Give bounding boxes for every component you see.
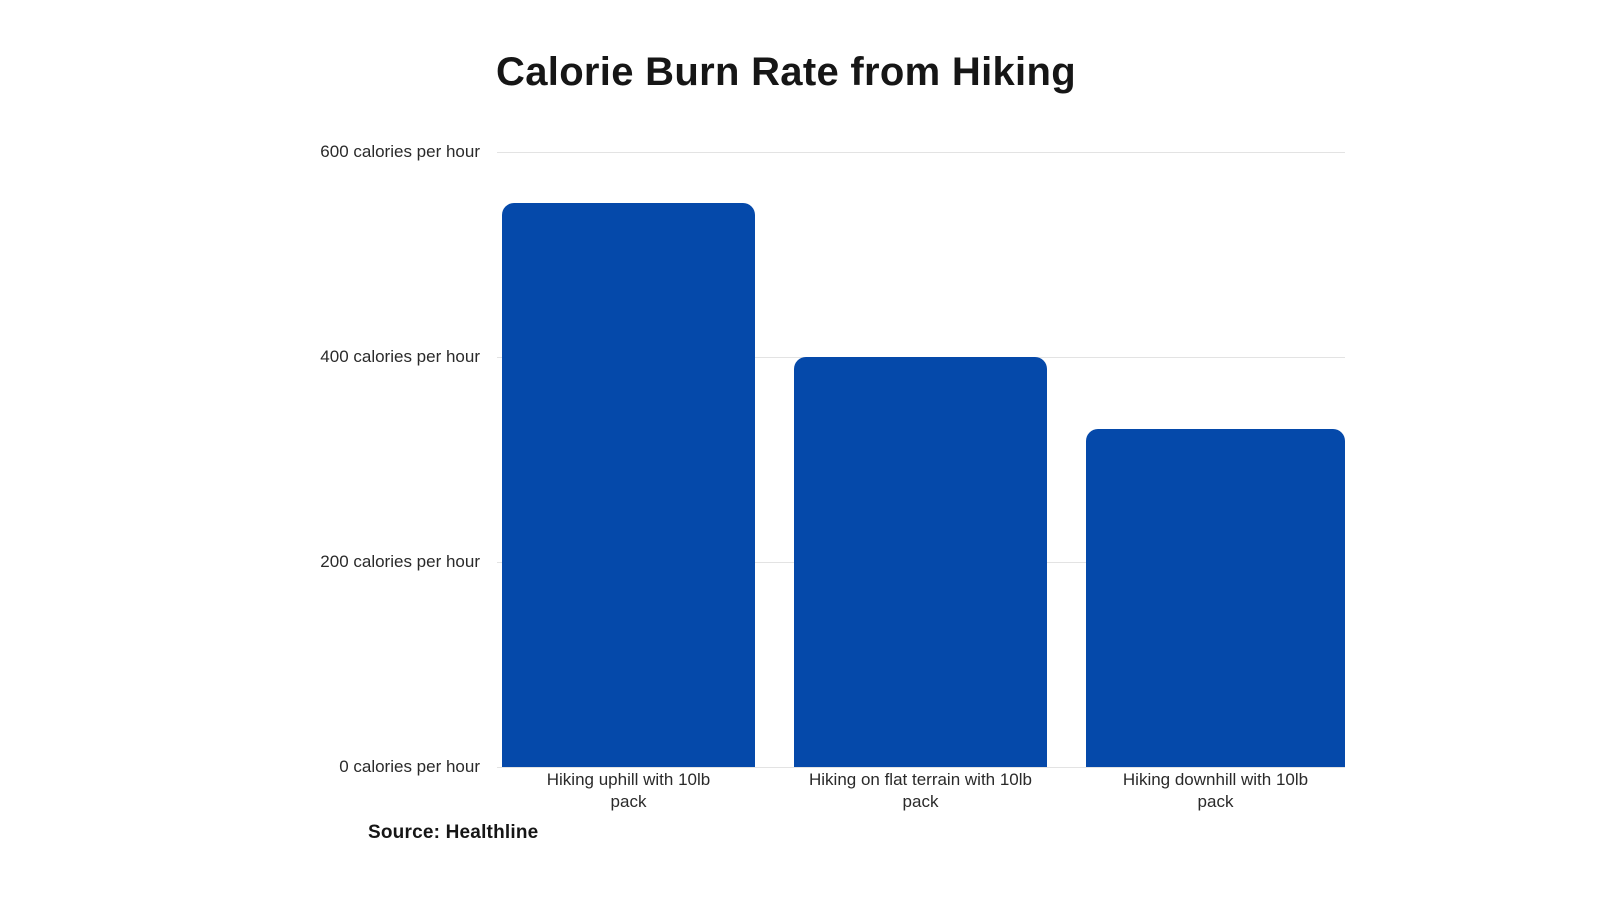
y-axis-tick-label: 400 calories per hour	[320, 347, 480, 366]
bar	[502, 203, 755, 767]
x-axis-label-line: Hiking on flat terrain with 10lb	[808, 770, 1032, 789]
bar	[794, 357, 1047, 767]
source-note: Source: Healthline	[368, 822, 539, 843]
y-axis-tick-label: 200 calories per hour	[320, 552, 480, 571]
gridline	[497, 152, 1345, 153]
chart-title: Calorie Burn Rate from Hiking	[496, 50, 1076, 94]
x-axis-label-line: Hiking downhill with 10lb	[1122, 770, 1309, 789]
x-axis-label-line: Hiking uphill with 10lb	[546, 770, 711, 789]
x-axis-label-line: pack	[610, 792, 647, 811]
x-axis-label-line: pack	[902, 792, 939, 811]
bar	[1086, 429, 1345, 767]
x-axis-label: Hiking downhill with 10lb pack	[1066, 769, 1366, 813]
y-axis-tick-label: 600 calories per hour	[320, 142, 480, 161]
x-axis-label: Hiking uphill with 10lb pack	[479, 769, 779, 813]
y-axis-tick-label: 0 calories per hour	[339, 757, 480, 776]
gridline	[497, 767, 1345, 768]
x-axis-label: Hiking on flat terrain with 10lb pack	[771, 769, 1071, 813]
x-axis-label-line: pack	[1197, 792, 1234, 811]
